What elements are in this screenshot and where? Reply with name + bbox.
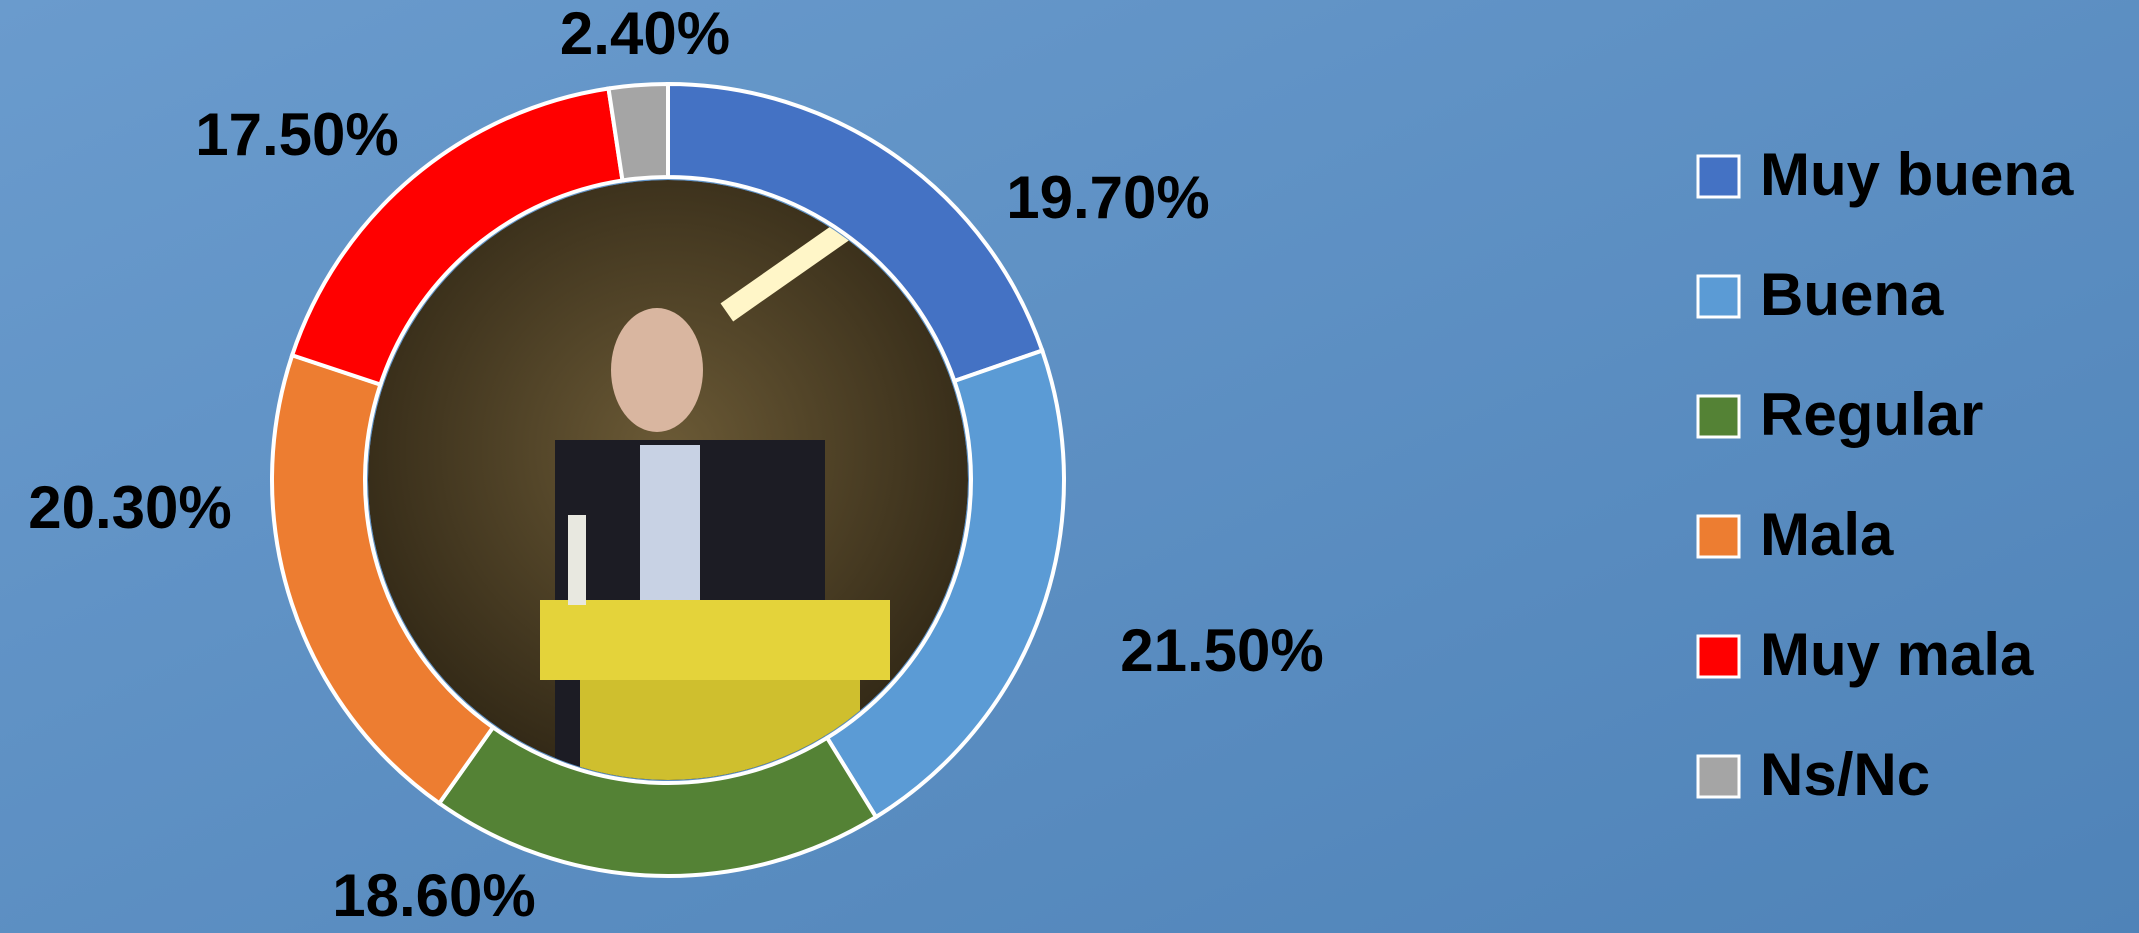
legend-swatch: [1696, 394, 1741, 439]
legend-swatch: [1696, 154, 1741, 199]
legend-label: Muy mala: [1760, 621, 2034, 688]
legend-swatch: [1696, 634, 1741, 679]
legend-swatch: [1696, 514, 1741, 559]
data-label: 18.60%: [332, 862, 536, 929]
data-label: 20.30%: [28, 474, 232, 541]
legend-label: Regular: [1760, 381, 1983, 448]
data-label: 21.50%: [1120, 617, 1324, 684]
donut-segment: [606, 81, 670, 183]
center-photo: [368, 180, 968, 780]
legend-swatch: [1696, 754, 1741, 799]
legend-label: Muy buena: [1760, 141, 2074, 208]
legend-label: Buena: [1760, 261, 1944, 328]
data-label: 17.50%: [195, 101, 399, 168]
legend-swatch: [1696, 274, 1741, 319]
legend-label: Ns/Nc: [1760, 741, 1930, 808]
data-label: 2.40%: [560, 0, 730, 67]
legend-label: Mala: [1760, 501, 1894, 568]
data-label: 19.70%: [1006, 164, 1210, 231]
